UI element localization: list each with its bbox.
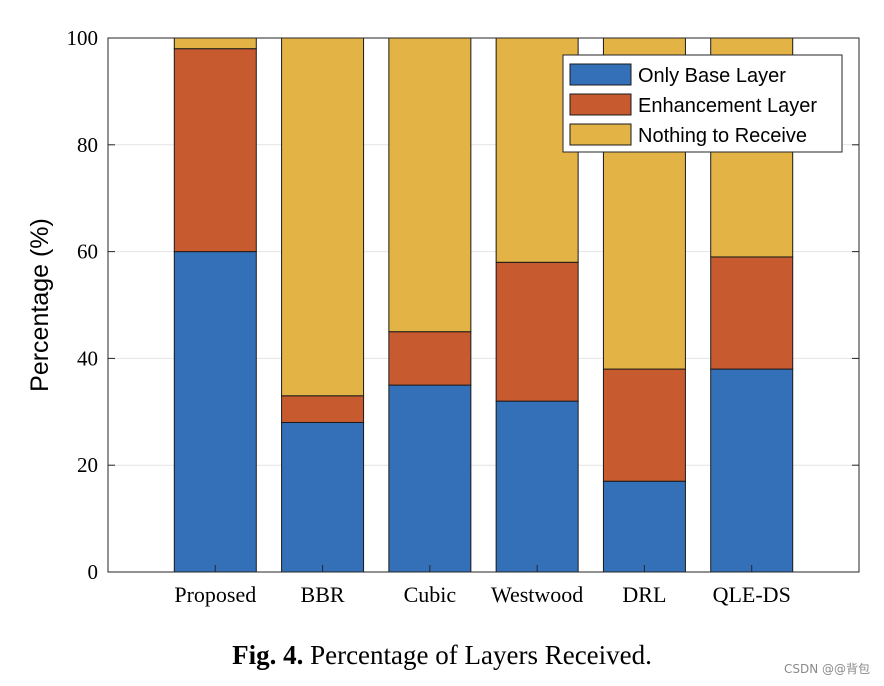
bar-only-base-layer bbox=[173, 251, 257, 573]
legend: Only Base Layer Enhancement Layer Nothing … bbox=[562, 54, 843, 153]
bar-only-base-layer bbox=[710, 368, 794, 573]
bars bbox=[173, 37, 794, 573]
y-axis-label: Percentage (%) bbox=[26, 218, 54, 392]
y-tick-label: 60 bbox=[77, 240, 98, 264]
x-tick-label: BBR bbox=[301, 582, 345, 607]
bar-only-base-layer bbox=[602, 480, 686, 573]
bar-nothing-to-receive bbox=[281, 37, 365, 397]
bar-only-base-layer bbox=[388, 384, 472, 573]
legend-swatch bbox=[569, 63, 632, 86]
y-ticks: 0 20 40 60 80 100 bbox=[67, 26, 859, 584]
y-tick-label: 0 bbox=[88, 560, 99, 584]
x-tick-label: DRL bbox=[622, 582, 666, 607]
legend-swatch bbox=[569, 93, 632, 116]
x-tick-label: QLE-DS bbox=[713, 582, 791, 607]
caption-label: Fig. 4. bbox=[232, 640, 304, 670]
chart: 0 20 40 60 80 100 Proposed BBR Cubic Westwood DRL… bbox=[26, 26, 860, 607]
y-tick-label: 80 bbox=[77, 133, 98, 157]
watermark: CSDN @@背包 bbox=[783, 662, 870, 676]
bar-nothing-to-receive bbox=[173, 37, 257, 50]
legend-label: Only Base Layer bbox=[638, 65, 786, 87]
bar-enhancement-layer bbox=[388, 331, 472, 386]
legend-swatch bbox=[569, 123, 632, 146]
caption-text: Percentage of Layers Received. bbox=[310, 640, 652, 670]
y-tick-label: 20 bbox=[77, 453, 98, 477]
bar-enhancement-layer bbox=[602, 368, 686, 482]
bar-nothing-to-receive bbox=[388, 37, 472, 333]
y-tick-label: 100 bbox=[67, 26, 99, 50]
x-tick-label: Proposed bbox=[174, 582, 256, 607]
x-tick-label: Westwood bbox=[491, 582, 583, 607]
bar-enhancement-layer bbox=[710, 256, 794, 370]
x-tick-label: Cubic bbox=[404, 582, 457, 607]
y-tick-label: 40 bbox=[77, 346, 98, 370]
legend-label: Nothing to Receive bbox=[638, 125, 807, 147]
bar-enhancement-layer bbox=[281, 395, 365, 423]
x-ticks: Proposed BBR Cubic Westwood DRL QLE-DS bbox=[174, 565, 791, 607]
plot-frame bbox=[107, 37, 860, 573]
legend-label: Enhancement Layer bbox=[638, 95, 817, 117]
bar-enhancement-layer bbox=[173, 48, 257, 253]
bar-enhancement-layer bbox=[495, 261, 579, 402]
bar-only-base-layer bbox=[281, 421, 365, 573]
figure-caption: Fig. 4. Percentage of Layers Received. bbox=[0, 640, 884, 671]
bar-only-base-layer bbox=[495, 400, 579, 573]
